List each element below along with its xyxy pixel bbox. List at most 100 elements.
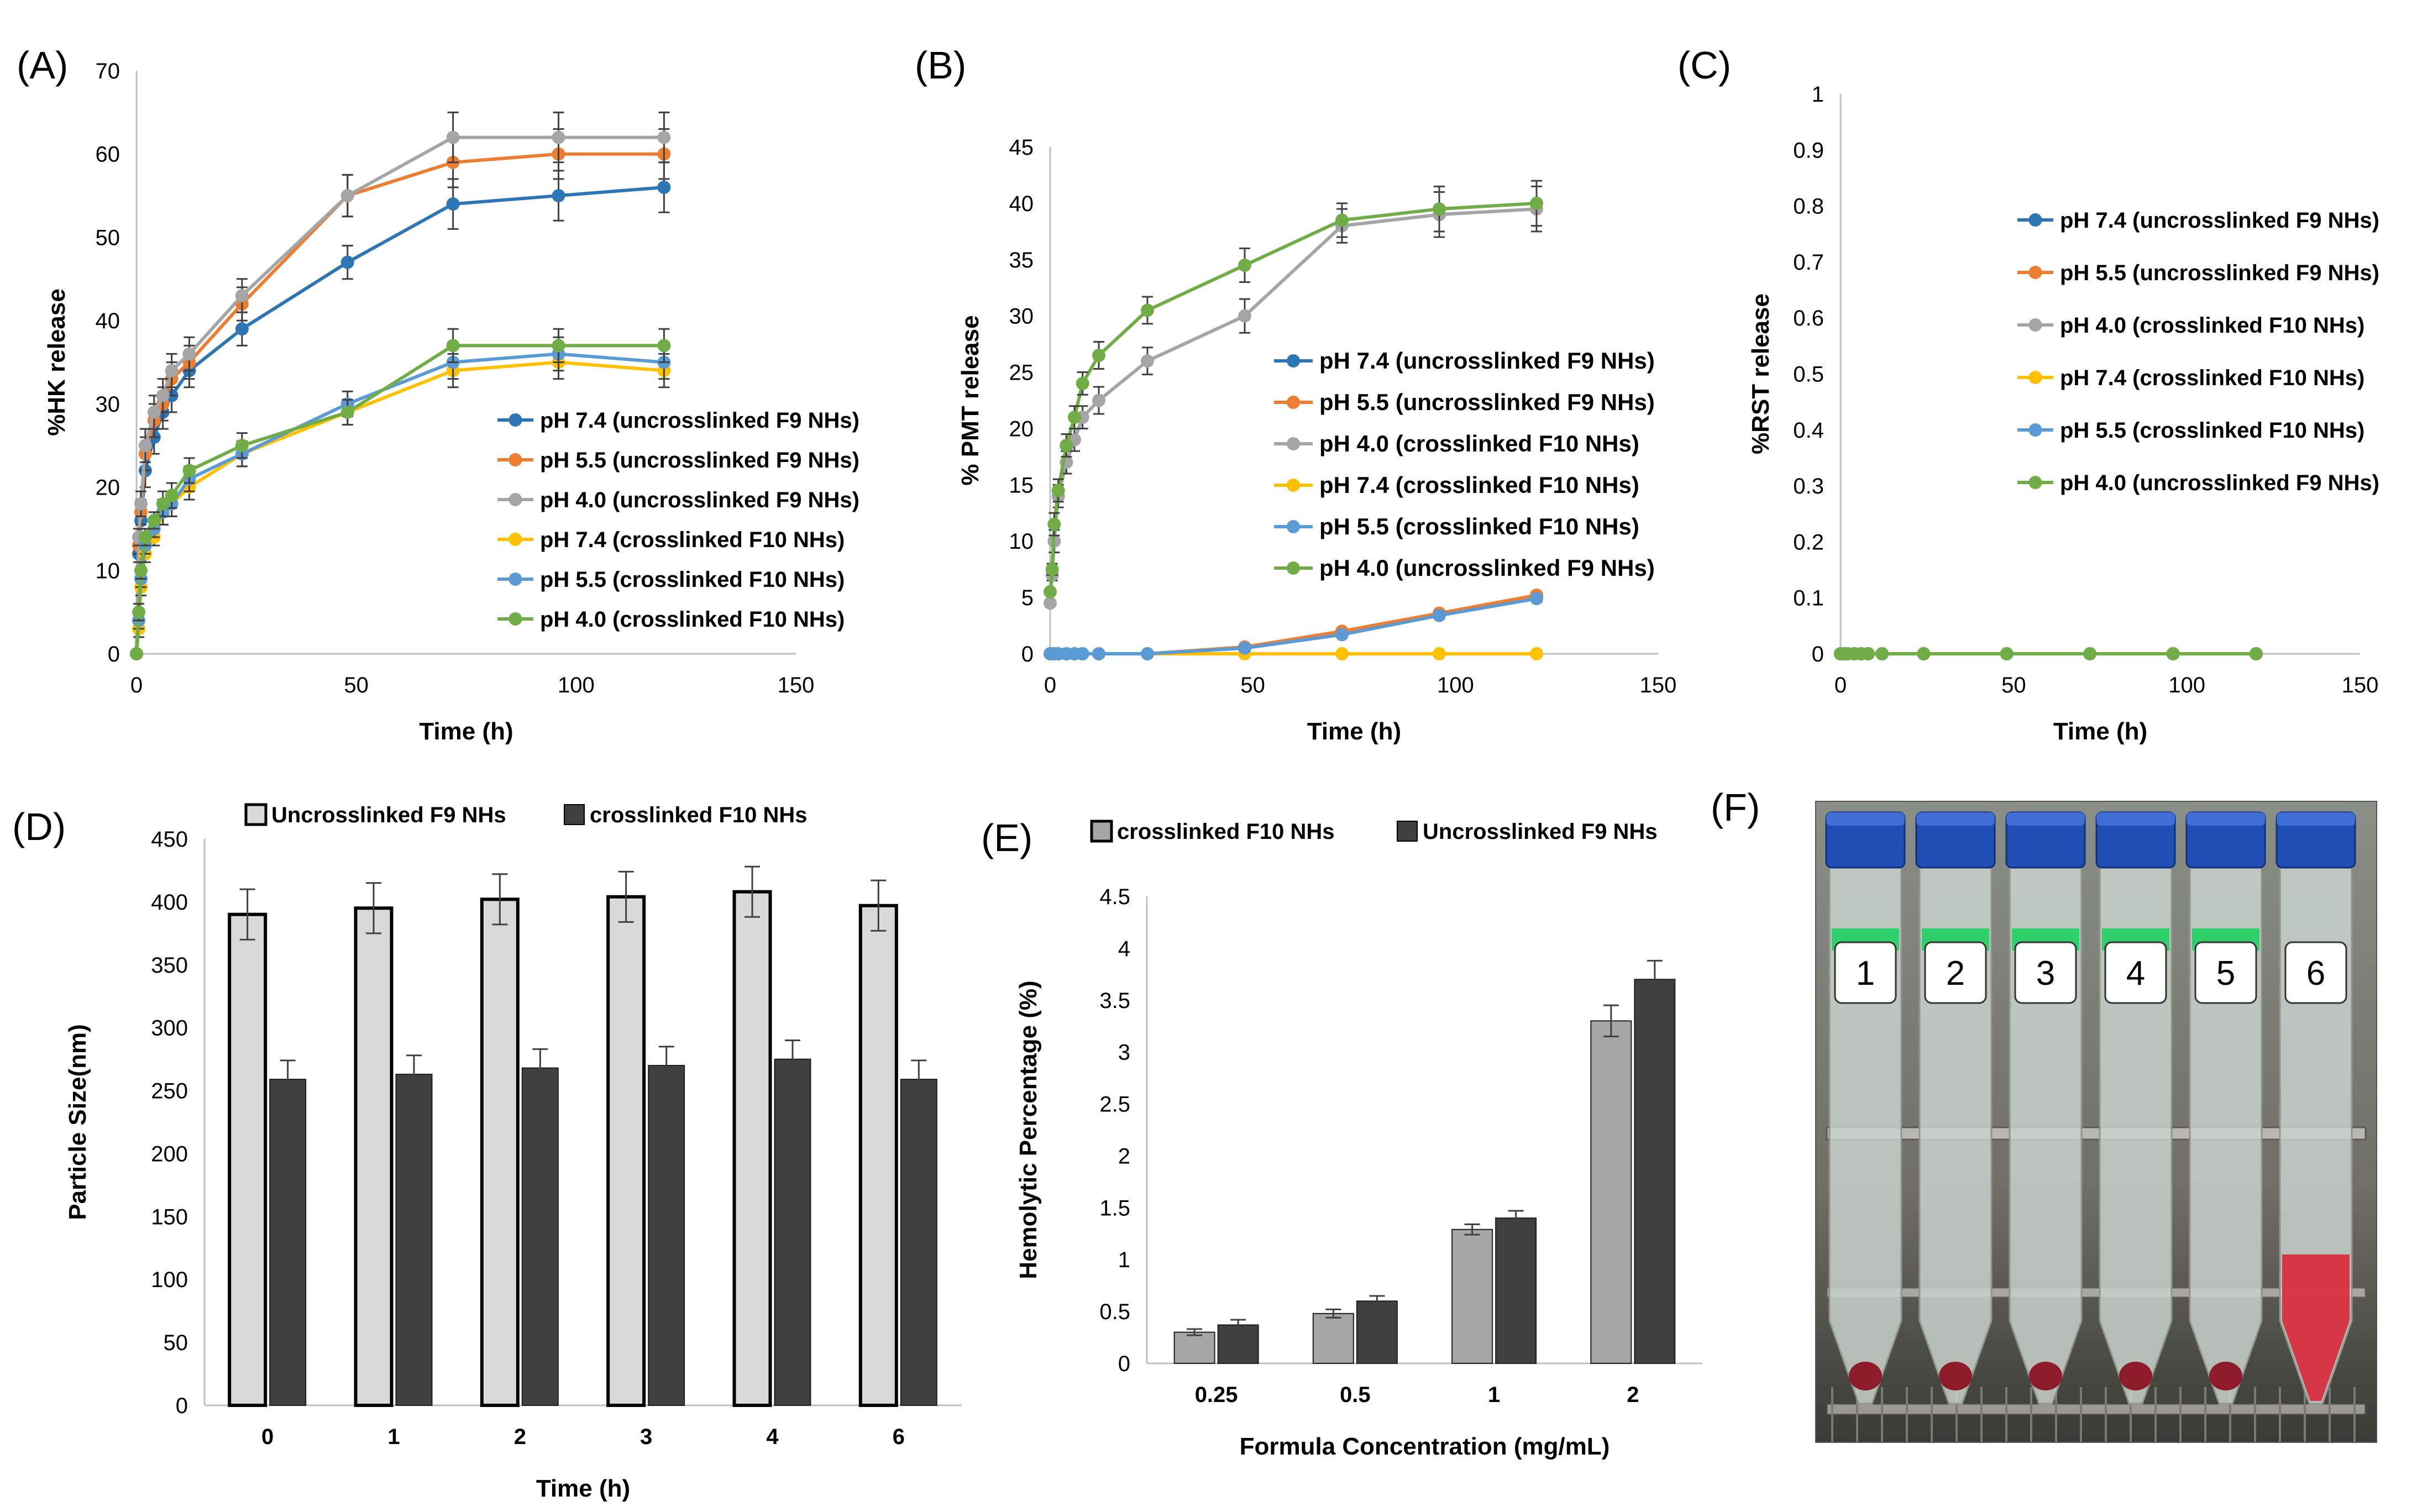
- data-point-A-2-9: [340, 189, 354, 203]
- tube-label-sticker-6: [2284, 941, 2347, 1004]
- y-tick-label-D-5: 250: [151, 1079, 188, 1104]
- tube-pellet-4: [2119, 1362, 2152, 1390]
- y-tick-label-B-4: 20: [1009, 417, 1034, 441]
- error-bar-E-1-0: [1230, 1319, 1246, 1331]
- legend-marker-A-1: [508, 453, 522, 466]
- y-tick-label-B-2: 10: [1009, 529, 1034, 554]
- legend-label-B-2: pH 4.0 (crosslinked F10 NHs): [1319, 431, 1639, 456]
- bar-D-1-1: [395, 1073, 433, 1406]
- x-axis-label-E: Formula Concentration (mg/mL): [1240, 1433, 1610, 1460]
- tube-pellet-1: [1849, 1362, 1882, 1390]
- bar-D-0-5: [858, 904, 898, 1407]
- legend-label-B-5: pH 4.0 (uncrosslinked F9 NHs): [1319, 555, 1655, 581]
- y-tick-label-C-0: 0: [1812, 642, 1824, 666]
- data-point-A-5-11: [552, 339, 565, 353]
- data-point-C-5-9: [2000, 647, 2014, 660]
- error-bar-D-0-3: [618, 870, 634, 923]
- error-bar-E-0-3: [1603, 1004, 1619, 1037]
- data-point-A-0-8: [235, 322, 249, 336]
- data-point-A-2-7: [182, 347, 196, 361]
- tube-number-6: 6: [2306, 954, 2325, 993]
- legend-marker-C-3: [2028, 371, 2042, 384]
- x-tick-label-D-1: 1: [387, 1425, 400, 1449]
- bar-D-1-5: [900, 1079, 937, 1406]
- bar-D-1-0: [269, 1079, 307, 1406]
- y-tick-label-D-2: 100: [151, 1268, 188, 1292]
- data-point-A-2-10: [446, 130, 460, 144]
- y-tick-label-D-9: 450: [151, 827, 188, 852]
- error-bar-D-1-5: [911, 1059, 927, 1099]
- series-A-5: pH 4.0 (crosslinked F10 NHs): [130, 328, 845, 660]
- bar-D-0-0: [228, 912, 268, 1407]
- series-C-5: pH 4.0 (uncrosslinked F9 NHs): [1834, 471, 2379, 660]
- legend-label-B-0: pH 7.4 (uncrosslinked F9 NHs): [1319, 348, 1655, 374]
- error-bar-E-1-1: [1369, 1295, 1385, 1308]
- data-point-B-2-7: [1092, 393, 1105, 407]
- legend-marker-B-0: [1287, 354, 1300, 368]
- tube-3: 3: [2005, 811, 2086, 1405]
- legend-marker-C-2: [2028, 318, 2042, 332]
- data-point-B-5-1: [1045, 563, 1059, 576]
- legend-label-C-0: pH 7.4 (uncrosslinked F9 NHs): [2060, 208, 2379, 233]
- data-point-A-2-5: [156, 389, 170, 402]
- y-tick-label-C-1: 0.1: [1793, 586, 1824, 611]
- legend-marker-A-0: [508, 413, 522, 427]
- tube-cap-top-5: [2187, 812, 2265, 826]
- x-tick-label-A-1: 50: [344, 673, 369, 697]
- x-axis-label-A: Time (h): [419, 718, 513, 745]
- data-point-B-5-6: [1076, 376, 1089, 390]
- legend-marker-C-0: [2028, 213, 2042, 227]
- data-point-B-2-8: [1141, 354, 1154, 368]
- x-axis-label-D: Time (h): [536, 1475, 630, 1502]
- legend-label-A-1: pH 5.5 (uncrosslinked F9 NHs): [540, 448, 859, 473]
- error-bar-D-0-4: [745, 865, 760, 918]
- y-tick-label-A-7: 70: [96, 59, 120, 83]
- error-bar-D-1-3: [658, 1046, 674, 1085]
- series-C-3: pH 7.4 (crosslinked F10 NHs): [1834, 366, 2364, 660]
- data-point-B-4-7: [1092, 647, 1105, 660]
- chart-C: 0 0.1 0.2 0.3 0.4 0.5 0.6 0.7 0.8 0.9 1 (C) %RST rel…: [1677, 44, 2379, 745]
- error-bar-E-0-0: [1187, 1328, 1203, 1336]
- legend-marker-C-5: [2028, 476, 2042, 489]
- data-point-A-5-9: [340, 405, 354, 419]
- y-tick-label-C-3: 0.3: [1793, 474, 1824, 498]
- series-C-4: pH 5.5 (crosslinked F10 NHs): [1834, 418, 2364, 660]
- y-tick-label-D-3: 150: [151, 1205, 188, 1229]
- error-bar-E-0-1: [1325, 1308, 1341, 1319]
- x-tick-label-D-5: 6: [893, 1425, 905, 1449]
- chart-A: 0 10 20 30 40 50 60 70 (A) %HK release 0 50 100 150 Ti…: [17, 44, 859, 745]
- y-tick-label-C-2: 0.2: [1793, 530, 1824, 554]
- tube-cap-top-6: [2277, 812, 2355, 826]
- tube-label-sticker-1: [1834, 941, 1897, 1004]
- y-tick-label-C-4: 0.4: [1793, 418, 1824, 443]
- data-point-A-5-8: [235, 439, 249, 453]
- panel-label-C: (C): [1677, 44, 1731, 87]
- x-tick-label-D-4: 4: [766, 1425, 779, 1449]
- legend-marker-B-2: [1287, 437, 1300, 450]
- y-tick-label-B-9: 45: [1009, 135, 1034, 160]
- error-bar-D-1-1: [406, 1054, 422, 1094]
- y-tick-label-B-0: 0: [1021, 642, 1034, 666]
- error-bar-E-1-2: [1508, 1210, 1524, 1226]
- data-point-A-5-5: [156, 497, 170, 511]
- data-point-A-0-11: [552, 189, 565, 203]
- y-tick-label-A-4: 40: [96, 309, 120, 333]
- tube-label-sticker-2: [1924, 941, 1987, 1004]
- error-bar-D-0-1: [366, 882, 381, 935]
- data-point-A-5-10: [446, 339, 460, 353]
- data-point-B-2-0: [1044, 596, 1057, 610]
- legend-marker-C-1: [2028, 266, 2042, 279]
- data-point-B-3-10: [1335, 647, 1349, 660]
- y-tick-label-C-9: 0.9: [1793, 138, 1824, 162]
- y-tick-label-B-7: 35: [1009, 248, 1034, 272]
- y-axis-label-E: Hemolytic Percentage (%): [1015, 980, 1042, 1279]
- data-point-B-5-2: [1047, 517, 1061, 531]
- data-point-B-5-0: [1044, 585, 1057, 599]
- tube-cap-top-3: [2006, 812, 2085, 826]
- x-tick-label-B-1: 50: [1240, 673, 1265, 697]
- series-line-B-1: [1050, 594, 1537, 655]
- panel-f-photo: (F) 1 2 3 4 5 6: [1711, 786, 2377, 1443]
- x-tick-label-C-3: 150: [2342, 673, 2379, 697]
- legend-label-A-4: pH 5.5 (crosslinked F10 NHs): [540, 568, 845, 592]
